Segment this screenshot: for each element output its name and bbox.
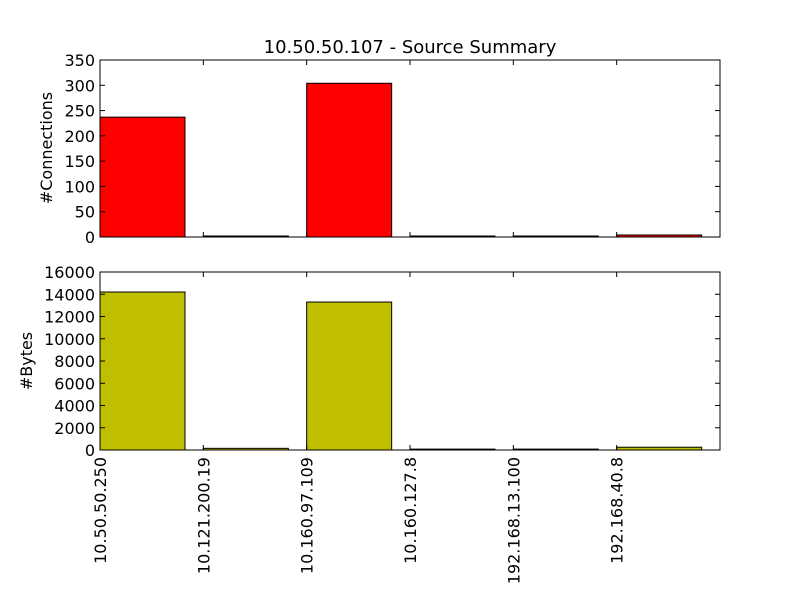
connections-ytick-label-7: 350	[64, 51, 95, 70]
category-tick-label-2: 10.160.97.109	[298, 457, 317, 574]
bytes-ytick-label-0: 0	[85, 441, 95, 460]
bytes-y-axis-label: #Bytes	[17, 332, 36, 390]
bytes-bar-0	[99, 291, 186, 451]
connections-ytick-label-6: 300	[64, 76, 95, 95]
category-tick-labels: 10.50.50.250 10.121.200.19 10.160.97.109 10…	[91, 457, 627, 584]
category-tick-label-5: 192.168.40.8	[608, 457, 627, 564]
category-tick-label-1: 10.121.200.19	[194, 457, 213, 574]
category-tick-label-4: 192.168.13.100	[504, 457, 523, 584]
bytes-ytick-label-4: 8000	[54, 352, 95, 371]
bytes-bar-2	[306, 301, 393, 451]
connections-bar-2	[306, 82, 393, 238]
connections-ytick-label-4: 200	[64, 127, 95, 146]
connections-ytick-label-2: 100	[64, 177, 95, 196]
connections-bar-0	[99, 116, 186, 238]
connections-ytick-label-0: 0	[85, 228, 95, 247]
bytes-ytick-label-8: 16000	[44, 263, 95, 282]
bytes-ytick-label-1: 2000	[54, 419, 95, 438]
chart-title: 10.50.50.107 - Source Summary	[264, 37, 557, 58]
connections-y-axis-label: #Connections	[37, 92, 56, 204]
connections-subplot: 0 50 100 150 200 250 300 350 #Connections	[37, 51, 721, 247]
bytes-subplot: 0 2000 4000 6000 8000 10000 12000 14000 16000 #By…	[17, 263, 721, 460]
category-tick-label-3: 10.160.127.8	[401, 457, 420, 564]
connections-ytick-label-5: 250	[64, 102, 95, 121]
bytes-ytick-label-2: 4000	[54, 397, 95, 416]
bytes-ytick-label-5: 10000	[44, 330, 95, 349]
connections-ytick-label-3: 150	[64, 152, 95, 171]
category-tick-label-0: 10.50.50.250	[91, 457, 110, 564]
bytes-ytick-label-3: 6000	[54, 374, 95, 393]
bytes-ytick-label-7: 14000	[44, 285, 95, 304]
connections-ytick-label-1: 50	[75, 203, 95, 222]
bytes-ytick-label-6: 12000	[44, 308, 95, 327]
